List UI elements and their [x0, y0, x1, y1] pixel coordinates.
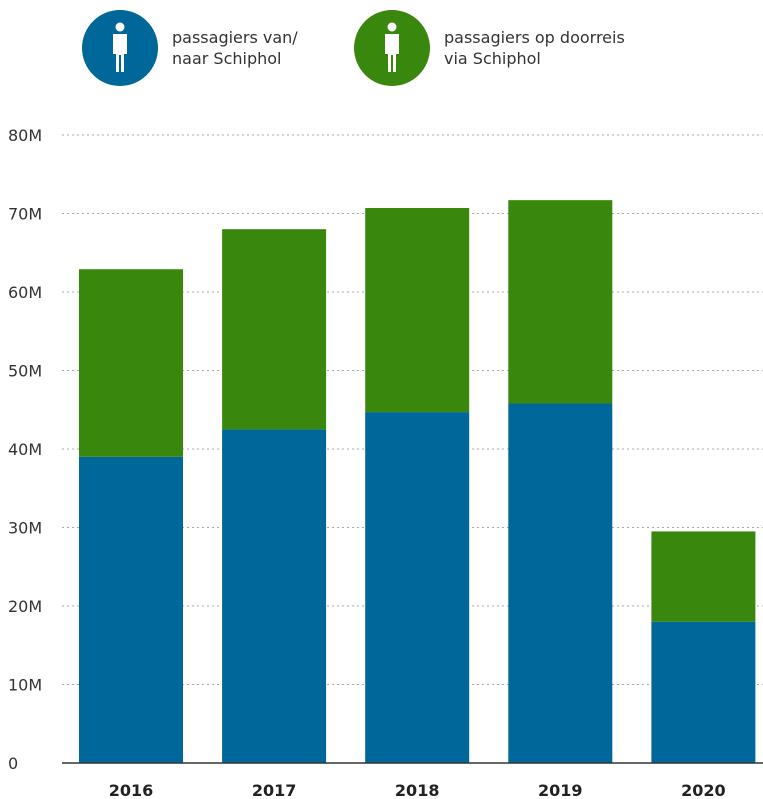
bar-2019-series-1: [508, 200, 613, 404]
bar-2018-series-1: [365, 208, 470, 413]
bar-2016-series-0: [79, 456, 183, 763]
legend-label-transfer-line2: via Schiphol: [444, 49, 541, 68]
legend-label-local-line1: passagiers van/: [172, 28, 298, 47]
x-tick-label: 2018: [395, 781, 440, 799]
y-tick-label: 20M: [8, 597, 42, 616]
x-tick-label: 2017: [252, 781, 297, 799]
y-tick-label: 60M: [8, 283, 42, 302]
y-tick-label: 30M: [8, 519, 42, 538]
x-tick-label: 2016: [109, 781, 154, 799]
x-tick-label: 2020: [681, 781, 726, 799]
legend-item-transfer: passagiers op doorreis via Schiphol: [354, 10, 634, 86]
person-icon: [385, 22, 399, 72]
y-tick-label: 10M: [8, 676, 42, 695]
bar-2019-series-0: [508, 403, 613, 763]
bar-2020-series-1: [651, 531, 756, 622]
legend-swatch-local: [82, 10, 158, 86]
y-tick-label: 50M: [8, 362, 42, 381]
bar-2020-series-0: [651, 621, 756, 763]
legend-label-transfer: passagiers op doorreis via Schiphol: [444, 27, 634, 69]
y-tick-label: 70M: [8, 205, 42, 224]
person-icon: [113, 22, 127, 72]
x-tick-label: 2019: [538, 781, 583, 799]
legend-swatch-transfer: [354, 10, 430, 86]
bar-2018-series-0: [365, 412, 470, 763]
bar-2016-series-1: [79, 269, 183, 457]
legend-label-local: passagiers van/ naar Schiphol: [172, 27, 362, 69]
y-tick-label: 80M: [8, 126, 42, 145]
y-tick-label: 0: [8, 754, 18, 773]
legend-item-local: passagiers van/ naar Schiphol: [82, 10, 362, 86]
bar-2017-series-0: [222, 429, 327, 763]
bar-2017-series-1: [222, 229, 327, 430]
legend-label-local-line2: naar Schiphol: [172, 49, 282, 68]
legend-label-transfer-line1: passagiers op doorreis: [444, 28, 625, 47]
y-tick-label: 40M: [8, 440, 42, 459]
